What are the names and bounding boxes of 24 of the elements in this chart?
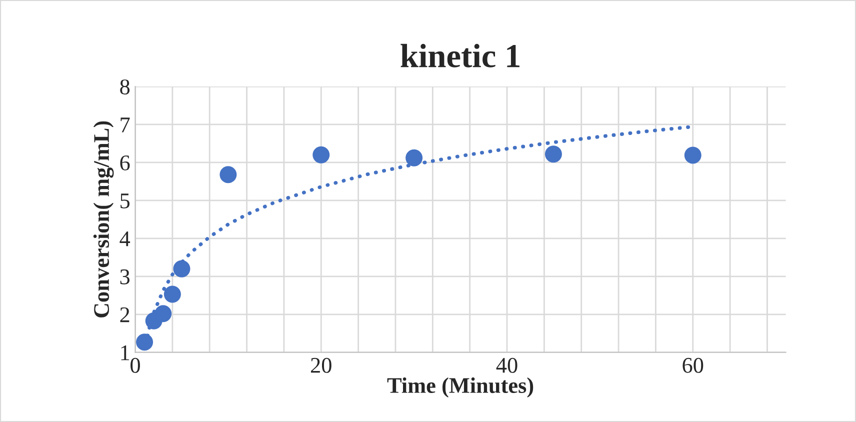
point [220,166,237,184]
point [312,146,330,164]
point [136,334,154,351]
y-tick-label: 2 [120,307,130,322]
y-tick-label: 5 [120,194,130,208]
point [164,286,181,303]
y-tick-label: 7 [120,118,130,132]
y-axis-title: Conversion( mg/mL) [93,121,114,318]
y-tick-label: 1 [121,345,130,360]
point [173,260,190,278]
x-tick-label: 0 [130,358,140,373]
y-tick-label: 4 [120,232,130,246]
x-axis-title: Time (Minutes) [387,377,534,398]
x-tick-label: 60 [682,358,704,373]
point [154,305,172,322]
point [406,149,423,166]
x-tick-label: 40 [496,358,518,373]
point [684,146,702,164]
chart-title: kinetic 1 [400,44,520,68]
point [544,146,562,163]
y-tick-label: 3 [120,269,130,284]
y-tick-label: 8 [120,79,130,94]
y-tick-label: 6 [120,155,130,170]
x-tick-label: 20 [310,358,332,373]
